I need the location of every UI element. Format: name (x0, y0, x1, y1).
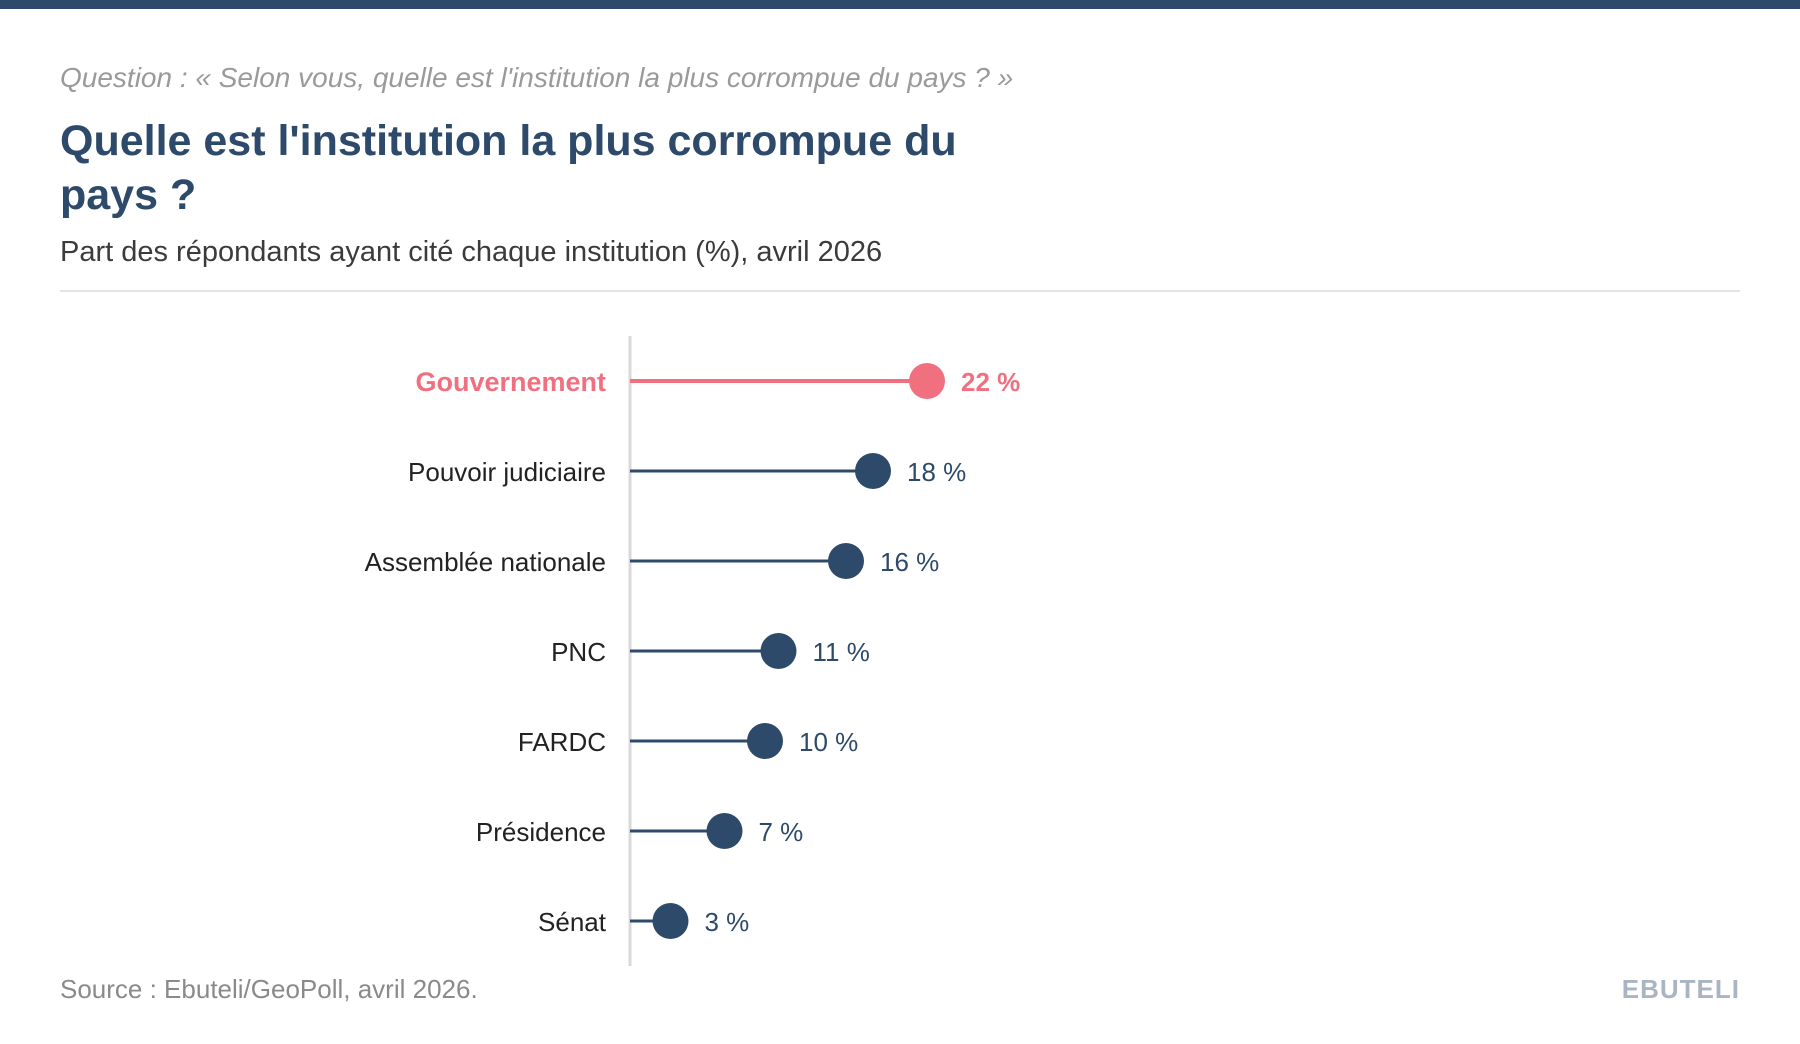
category-label: Présidence (476, 817, 606, 847)
value-label: 3 % (705, 907, 750, 937)
lollipop-dot (706, 813, 743, 849)
value-label: 10 % (799, 727, 858, 757)
value-label: 18 % (907, 457, 966, 487)
value-label: 16 % (880, 547, 939, 577)
category-label: PNC (551, 637, 606, 667)
category-label: FARDC (518, 727, 606, 757)
value-label: 11 % (813, 637, 870, 667)
category-label: Gouvernement (415, 367, 606, 397)
survey-question: Question : « Selon vous, quelle est l'in… (60, 62, 1014, 93)
lollipop-dot (652, 903, 689, 939)
lollipop-dot (909, 363, 945, 399)
lollipop-dot (855, 453, 891, 489)
lollipop-dot (747, 723, 783, 759)
header-divider (60, 290, 1740, 292)
lollipop-dot (760, 633, 797, 669)
value-label: 22 % (961, 367, 1020, 397)
category-label: Sénat (538, 907, 607, 937)
chart-subtitle: Part des répondants ayant cité chaque in… (60, 236, 883, 268)
brand-logo: EBUTELI (1621, 974, 1740, 1004)
category-label: Assemblée nationale (365, 547, 606, 577)
chart-title: Quelle est l'institution la plus corromp… (60, 117, 957, 219)
category-label: Pouvoir judiciaire (408, 457, 606, 487)
top-accent-bar (0, 0, 1800, 9)
source-note: Source : Ebuteli/GeoPoll, avril 2026. (60, 974, 478, 1004)
value-label: 7 % (759, 817, 804, 847)
lollipop-dot (828, 543, 864, 579)
